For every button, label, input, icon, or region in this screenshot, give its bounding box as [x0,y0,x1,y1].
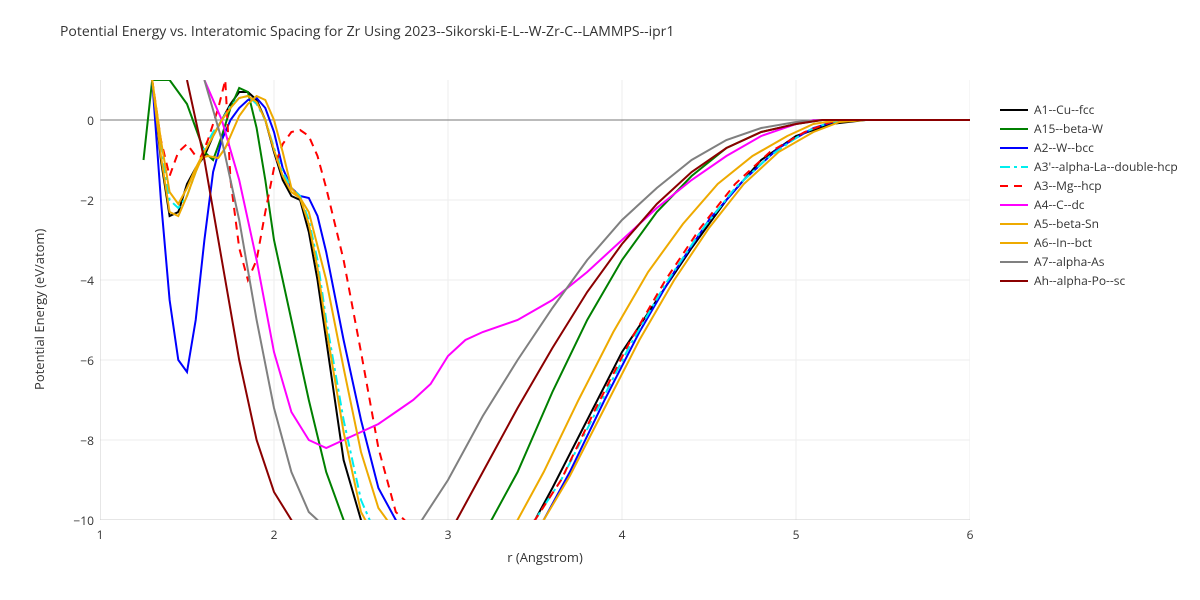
legend-entry[interactable]: A5--beta-Sn [1000,214,1178,233]
y-tick: −4 [60,272,94,289]
legend-label: A6--In--bct [1034,234,1092,251]
chart-title: Potential Energy vs. Interatomic Spacing… [60,22,674,41]
legend[interactable]: A1--Cu--fcc A15--beta-W A2--W--bcc A3'--alp… [1000,100,1178,290]
legend-label: Ah--alpha-Po--sc [1034,272,1125,289]
x-tick: 2 [264,526,284,543]
y-axis-label: Potential Energy (eV/atom) [30,229,48,390]
legend-label: A4--C--dc [1034,196,1085,213]
series-line[interactable] [204,80,970,520]
legend-swatch [1000,236,1028,250]
y-tick: 0 [60,112,94,129]
legend-label: A1--Cu--fcc [1034,101,1094,118]
legend-label: A7--alpha-As [1034,253,1104,270]
legend-swatch [1000,179,1028,193]
legend-label: A3'--alpha-La--double-hcp [1034,158,1178,175]
legend-swatch [1000,255,1028,269]
legend-entry[interactable]: A3'--alpha-La--double-hcp [1000,157,1178,176]
series-line[interactable] [204,80,970,448]
series-line[interactable] [152,80,970,520]
legend-swatch [1000,141,1028,155]
plot-area[interactable] [100,80,970,520]
series-line[interactable] [152,80,970,520]
legend-swatch [1000,198,1028,212]
legend-entry[interactable]: A6--In--bct [1000,233,1178,252]
legend-label: A5--beta-Sn [1034,215,1099,232]
legend-entry[interactable]: A3--Mg--hcp [1000,176,1178,195]
legend-swatch [1000,122,1028,136]
x-axis-label: r (Angstrom) [485,548,605,566]
y-tick: −6 [60,352,94,369]
x-tick: 6 [960,526,980,543]
y-tick: −8 [60,432,94,449]
series-line[interactable] [152,80,970,520]
legend-swatch [1000,160,1028,174]
legend-entry[interactable]: A1--Cu--fcc [1000,100,1178,119]
x-tick: 5 [786,526,806,543]
series-line[interactable] [144,80,971,520]
chart-container: Potential Energy vs. Interatomic Spacing… [0,0,1200,600]
legend-entry[interactable]: A7--alpha-As [1000,252,1178,271]
legend-entry[interactable]: A2--W--bcc [1000,138,1178,157]
legend-swatch [1000,217,1028,231]
legend-swatch [1000,103,1028,117]
legend-entry[interactable]: Ah--alpha-Po--sc [1000,271,1178,290]
legend-label: A3--Mg--hcp [1034,177,1102,194]
legend-entry[interactable]: A4--C--dc [1000,195,1178,214]
legend-swatch [1000,274,1028,288]
y-tick: −2 [60,192,94,209]
x-tick: 3 [438,526,458,543]
legend-label: A2--W--bcc [1034,139,1094,156]
legend-label: A15--beta-W [1034,120,1103,137]
series-line[interactable] [152,80,970,520]
series-line[interactable] [152,80,970,520]
series-line[interactable] [152,80,970,520]
x-tick: 4 [612,526,632,543]
y-tick: −10 [60,512,94,529]
legend-entry[interactable]: A15--beta-W [1000,119,1178,138]
